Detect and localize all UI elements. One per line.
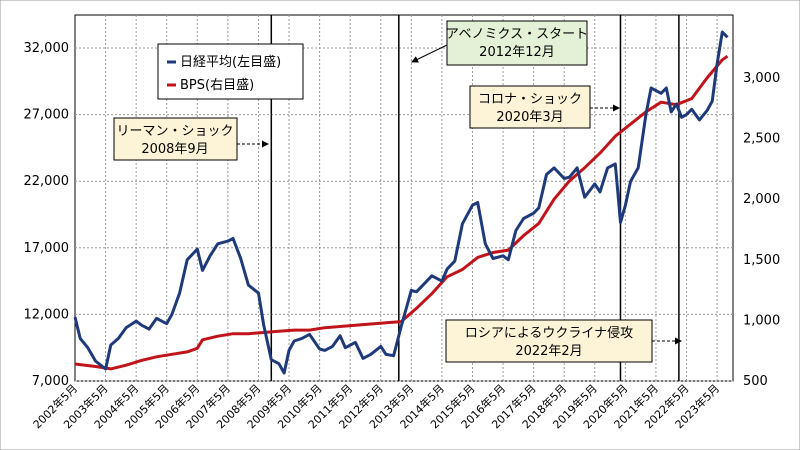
annotation-abenomics-start: アベノミクス・スタート 2012年12月 [411,20,588,66]
series-line-nikkei [73,30,729,375]
legend-box [157,43,304,100]
annotation-ukraine-invasion: ロシアによるウクライナ侵攻 2022年2月 [445,319,682,363]
annotation-box [469,85,591,129]
right-axis-tick-label: 500 [743,374,768,389]
legend: 日経平均(左目盛) BPS(右目盛) [157,43,304,100]
right-axis-tick-labels: 500 1,000 1,500 2,000 2,500 3,000 [743,71,780,389]
left-axis-tick-label: 32,000 [24,41,70,56]
annotation-lehman-shock: リーマン・ショック 2008年9月 [113,117,269,161]
legend-label-bps: BPS(右目盛) [180,78,254,93]
annotation-line2: 2020年3月 [496,110,563,125]
right-axis-tick-label: 2,000 [743,192,780,207]
annotation-line1: ロシアによるウクライナ侵攻 [465,325,633,341]
annotation-box [113,117,238,161]
annotation-corona-shock: コロナ・ショック 2020年3月 [469,85,620,129]
annotation-line2: 2012年12月 [479,45,555,60]
series-layer [73,30,729,375]
left-axis-tick-label: 7,000 [32,374,69,389]
left-axis-tick-label: 12,000 [24,307,70,322]
annotation-arrow [411,44,448,63]
right-axis-tick-label: 2,500 [743,132,780,147]
annotation-box [445,319,653,363]
right-axis-tick-label: 1,000 [743,313,780,328]
left-axis-tick-label: 22,000 [24,174,70,189]
annotation-line1: リーマン・ショック [116,124,233,139]
annotation-line1: コロナ・ショック [478,92,582,107]
right-axis-tick-label: 3,000 [743,71,780,86]
annotation-box [446,20,588,66]
left-axis-tick-label: 27,000 [24,108,70,123]
annotation-line1: アベノミクス・スタート [446,27,588,42]
legend-label-nikkei: 日経平均(左目盛) [180,55,281,70]
annotation-line2: 2022年2月 [515,344,582,359]
annotation-line2: 2008年9月 [141,142,208,157]
left-axis-tick-label: 17,000 [24,241,70,256]
right-axis-tick-label: 1,500 [743,253,780,268]
left-axis-tick-labels: 7,000 12,000 17,000 22,000 27,000 32,000 [24,41,70,389]
